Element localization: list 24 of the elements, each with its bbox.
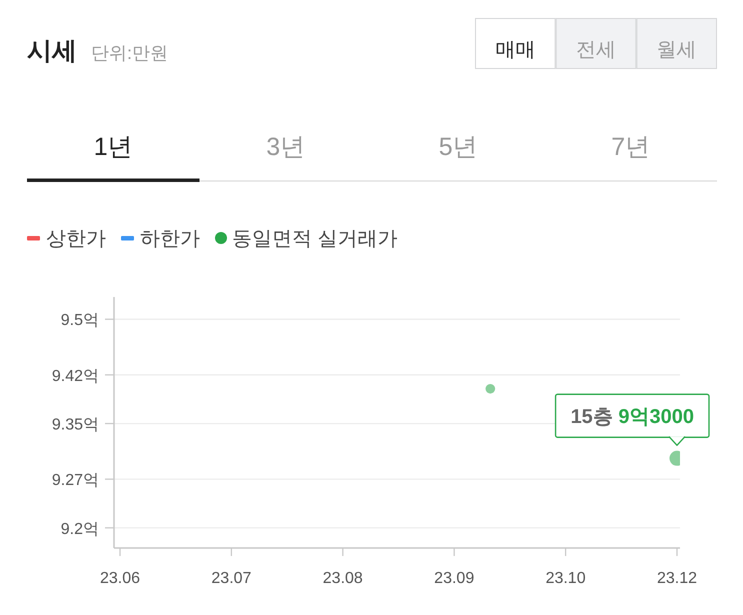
legend-label: 동일면적 실거래가	[232, 228, 398, 250]
tab-label: 3년	[266, 133, 306, 161]
tab-label: 5년	[438, 133, 478, 161]
legend-label: 하한가	[140, 228, 200, 250]
button-label: 월세	[656, 39, 697, 61]
tooltip-text: 15층 9억3000	[570, 406, 694, 428]
y-tick-label: 9.2억	[60, 520, 99, 538]
button-label: 전세	[576, 39, 616, 61]
subtitle: 단위:만원	[91, 43, 168, 63]
y-tick-label: 9.27억	[52, 472, 99, 490]
x-tick-label: 23.12	[656, 570, 698, 587]
title: 시세	[27, 37, 77, 65]
x-tick-label: 23.06	[100, 570, 140, 587]
tab-label: 7년	[611, 133, 650, 161]
legend-label: 상한가	[46, 228, 106, 250]
x-tick-label: 23.08	[322, 570, 363, 587]
y-tick-label: 9.42억	[52, 368, 99, 385]
x-tick-label: 23.07	[211, 570, 252, 587]
x-tick-label: 23.09	[434, 570, 474, 587]
y-tick-label: 9.5억	[60, 312, 99, 330]
tab-label: 1년	[94, 133, 133, 161]
button-label: 매매	[495, 39, 536, 61]
y-tick-label: 9.35억	[52, 416, 99, 434]
x-tick-label: 23.10	[546, 570, 586, 587]
